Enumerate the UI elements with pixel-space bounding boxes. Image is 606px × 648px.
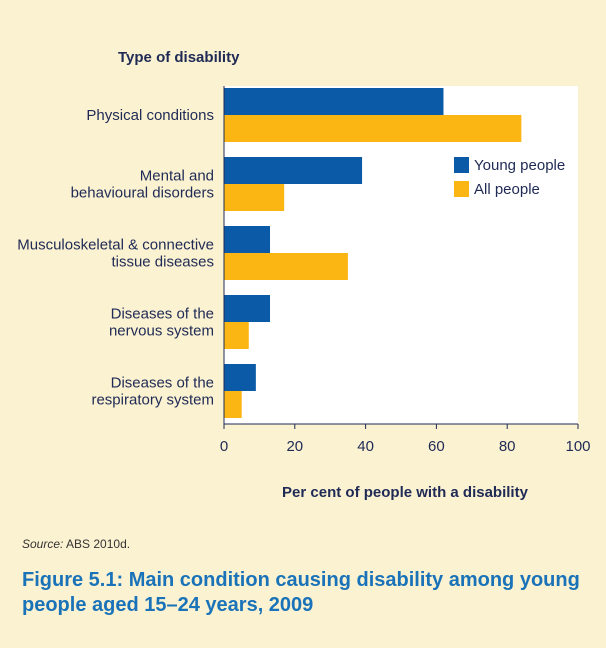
bar-young-people-2 [224,226,271,253]
legend-swatch-1 [454,181,469,197]
x-tick-label-1: 20 [286,438,303,455]
source-text: ABS 2010d. [63,537,131,551]
x-tick-label-4: 80 [499,438,516,455]
x-axis-title: Per cent of people with a disability [282,484,529,501]
category-label-3: Diseases of the nervous system [109,306,214,340]
bar-all-people-1 [224,184,285,211]
bar-young-people-3 [224,295,271,322]
legend-label-1: All people [474,181,540,198]
x-tick-label-5: 100 [565,438,590,455]
bar-all-people-2 [224,253,348,280]
x-tick-label-0: 0 [220,438,228,455]
bar-young-people-0 [224,88,444,115]
bar-all-people-4 [224,391,242,418]
bar-young-people-4 [224,364,256,391]
source-note: Source: ABS 2010d. [22,537,130,551]
legend-swatch-0 [454,157,469,173]
bar-young-people-1 [224,157,363,184]
legend-label-0: Young people [474,157,565,174]
category-label-0: Physical conditions [86,107,214,124]
chart-title: Type of disability [118,49,240,66]
category-label-1: Mental and behavioural disorders [71,168,214,202]
bar-all-people-0 [224,115,522,142]
bar-chart: Type of disability Physical conditions Me… [17,49,590,501]
category-label-2: Musculoskeletal & connective tissue disea… [17,237,214,271]
figure-caption: Figure 5.1: Main condition causing disab… [22,569,580,616]
bar-all-people-3 [224,322,249,349]
source-label: Source: [22,537,64,551]
category-label-4: Diseases of the respiratory system [91,375,214,409]
x-tick-label-2: 40 [357,438,374,455]
x-tick-label-3: 60 [428,438,445,455]
